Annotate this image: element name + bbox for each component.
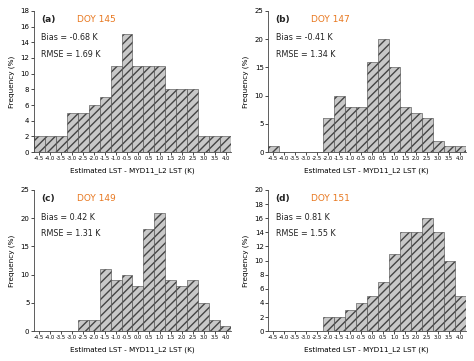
Bar — [410, 232, 422, 331]
Bar — [66, 113, 78, 152]
Bar — [144, 66, 155, 152]
Bar — [55, 136, 66, 152]
Bar — [110, 280, 121, 331]
Text: DOY 147: DOY 147 — [311, 15, 350, 24]
X-axis label: Estimated LST - MYD11_L2 LST (K): Estimated LST - MYD11_L2 LST (K) — [70, 167, 195, 174]
Bar — [133, 286, 144, 331]
Bar — [210, 136, 220, 152]
Text: (d): (d) — [276, 194, 290, 203]
Bar — [45, 136, 55, 152]
X-axis label: Estimated LST - MYD11_L2 LST (K): Estimated LST - MYD11_L2 LST (K) — [70, 346, 195, 353]
X-axis label: Estimated LST - MYD11_L2 LST (K): Estimated LST - MYD11_L2 LST (K) — [304, 167, 429, 174]
Bar — [455, 147, 465, 152]
Bar — [378, 39, 389, 152]
Text: Bias = 0.42 K: Bias = 0.42 K — [41, 213, 95, 222]
Text: (c): (c) — [41, 194, 55, 203]
Text: RMSE = 1.31 K: RMSE = 1.31 K — [41, 230, 101, 239]
Bar — [199, 136, 210, 152]
Text: (b): (b) — [276, 15, 290, 24]
Bar — [356, 107, 367, 152]
Bar — [210, 320, 220, 331]
Bar — [367, 62, 378, 152]
Bar — [121, 275, 133, 331]
Bar — [400, 107, 410, 152]
Bar — [410, 113, 422, 152]
Text: Bias = -0.68 K: Bias = -0.68 K — [41, 34, 98, 43]
Bar — [334, 317, 345, 331]
Bar — [389, 68, 400, 152]
Bar — [176, 89, 188, 152]
Bar — [367, 296, 378, 331]
Bar — [100, 269, 110, 331]
Bar — [389, 253, 400, 331]
Bar — [100, 97, 110, 152]
Bar — [433, 232, 444, 331]
Text: DOY 151: DOY 151 — [311, 194, 350, 203]
Text: DOY 145: DOY 145 — [77, 15, 116, 24]
Bar — [34, 136, 45, 152]
Bar — [433, 141, 444, 152]
Bar — [188, 89, 199, 152]
Bar — [89, 105, 100, 152]
Text: Bias = -0.41 K: Bias = -0.41 K — [276, 34, 332, 43]
Bar — [323, 317, 334, 331]
Bar — [176, 286, 188, 331]
Y-axis label: Frequency (%): Frequency (%) — [243, 55, 249, 108]
Bar — [345, 310, 356, 331]
Bar — [165, 280, 176, 331]
Y-axis label: Frequency (%): Frequency (%) — [243, 234, 249, 287]
Bar — [199, 303, 210, 331]
Bar — [188, 280, 199, 331]
Bar — [78, 320, 89, 331]
Bar — [444, 147, 455, 152]
Bar — [144, 230, 155, 331]
Bar — [78, 113, 89, 152]
Bar — [220, 136, 231, 152]
Text: RMSE = 1.69 K: RMSE = 1.69 K — [41, 51, 101, 59]
Bar — [155, 66, 165, 152]
Bar — [165, 89, 176, 152]
X-axis label: Estimated LST - MYD11_L2 LST (K): Estimated LST - MYD11_L2 LST (K) — [304, 346, 429, 353]
Bar — [444, 261, 455, 331]
Text: (a): (a) — [41, 15, 56, 24]
Bar — [110, 66, 121, 152]
Bar — [334, 96, 345, 152]
Bar — [155, 213, 165, 331]
Bar — [89, 320, 100, 331]
Y-axis label: Frequency (%): Frequency (%) — [9, 55, 15, 108]
Bar — [220, 326, 231, 331]
Bar — [422, 118, 433, 152]
Bar — [378, 282, 389, 331]
Text: DOY 149: DOY 149 — [77, 194, 116, 203]
Text: RMSE = 1.55 K: RMSE = 1.55 K — [276, 230, 335, 239]
Bar — [268, 147, 279, 152]
Bar — [121, 34, 133, 152]
Bar — [345, 107, 356, 152]
Text: RMSE = 1.34 K: RMSE = 1.34 K — [276, 51, 335, 59]
Text: Bias = 0.81 K: Bias = 0.81 K — [276, 213, 329, 222]
Bar — [133, 66, 144, 152]
Bar — [455, 296, 465, 331]
Bar — [356, 303, 367, 331]
Bar — [422, 218, 433, 331]
Y-axis label: Frequency (%): Frequency (%) — [9, 234, 15, 287]
Bar — [323, 118, 334, 152]
Bar — [400, 232, 410, 331]
